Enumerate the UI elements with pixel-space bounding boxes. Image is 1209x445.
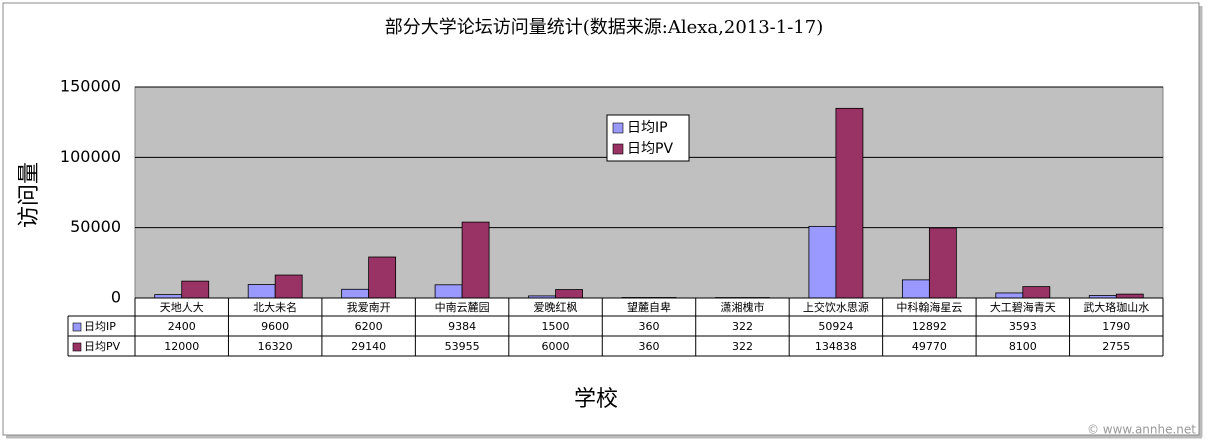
x-axis-label: 学校: [574, 387, 618, 412]
chart-title: 部分大学论坛访问量统计(数据来源:Alexa,2013-1-17): [385, 17, 823, 38]
x-tick-label: 上交饮水思源: [803, 300, 869, 314]
bar: [247, 284, 276, 299]
table-cell: 1500: [542, 320, 570, 333]
legend-key: [612, 122, 624, 134]
x-tick-label: 大工碧海青天: [990, 300, 1056, 314]
legend-key: [612, 143, 624, 155]
table-cell: 50924: [818, 320, 853, 333]
table-cell: 360: [639, 340, 660, 353]
bar: [928, 227, 957, 299]
x-tick-label: 潇湘槐市: [720, 300, 764, 314]
table-cell: 2755: [1102, 340, 1130, 353]
y-axis-label: 访问量: [17, 162, 42, 228]
legend-label: 日均IP: [627, 120, 668, 136]
bar: [995, 292, 1024, 299]
bar: [181, 280, 210, 299]
legend-label: 日均PV: [627, 141, 673, 157]
table-cell: 12892: [912, 320, 947, 333]
bar: [274, 274, 303, 299]
x-tick-label: 武大珞珈山水: [1083, 300, 1149, 314]
legend-key: [72, 322, 82, 332]
table-cell: 16320: [258, 340, 293, 353]
table-cell: 2400: [168, 320, 196, 333]
table-cell: 9600: [261, 320, 289, 333]
table-cell: 53955: [445, 340, 480, 353]
x-tick-label: 我爱南开: [347, 301, 391, 314]
y-tick-label: 0: [111, 288, 121, 307]
legend-box: [606, 114, 690, 162]
x-tick-label: 望麓自卑: [627, 300, 671, 314]
table-cell: 6200: [355, 320, 383, 333]
table-cell: 29140: [351, 340, 386, 353]
row-label: 日均IP: [84, 320, 116, 333]
row-label: 日均PV: [84, 340, 121, 353]
bar: [341, 288, 370, 299]
bar: [434, 284, 463, 299]
table-cell: 9384: [448, 320, 476, 333]
x-tick-label: 爱晚红枫: [534, 300, 578, 314]
table-cell: 49770: [912, 340, 947, 353]
x-tick-label: 中科翰海星云: [896, 300, 962, 314]
bar: [835, 107, 864, 299]
y-tick-label: 50000: [70, 217, 121, 236]
table-cell: 6000: [542, 340, 570, 353]
bar: [555, 289, 583, 299]
bar: [808, 225, 837, 299]
table-cell: 322: [732, 340, 753, 353]
table-cell: 3593: [1009, 320, 1037, 333]
table-cell: 1790: [1102, 320, 1130, 333]
table-cell: 12000: [164, 340, 199, 353]
y-tick-label: 100000: [60, 147, 121, 166]
x-tick-label: 中南云麓园: [435, 301, 490, 314]
watermark: © www.annhe.net: [1087, 423, 1196, 437]
bar: [1022, 286, 1051, 299]
x-tick-label: 天地人大: [160, 300, 204, 314]
bar: [368, 256, 397, 299]
bar: [1115, 293, 1144, 299]
table-cell: 8100: [1009, 340, 1037, 353]
bar: [154, 294, 183, 299]
table-cell: 322: [732, 320, 753, 333]
bar: [461, 221, 490, 299]
x-tick-label: 北大未名: [253, 300, 297, 314]
table-cell: 360: [639, 320, 660, 333]
legend-key: [72, 342, 82, 352]
table-cell: 134838: [815, 340, 857, 353]
bar: [901, 279, 930, 299]
y-tick-label: 150000: [60, 77, 121, 96]
